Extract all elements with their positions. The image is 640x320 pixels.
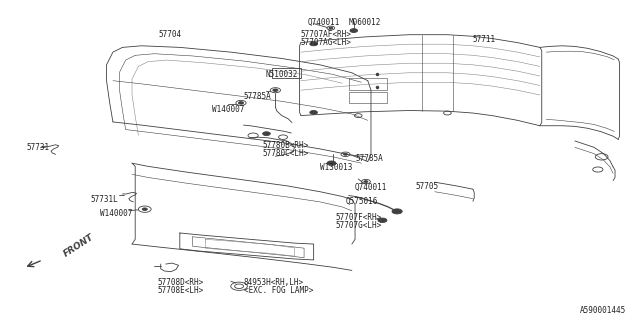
Text: 57707F<RH>: 57707F<RH> xyxy=(336,212,382,222)
Text: 57705: 57705 xyxy=(415,182,438,191)
Text: 57731: 57731 xyxy=(27,143,50,152)
Circle shape xyxy=(262,132,270,136)
Text: 57707G<LH>: 57707G<LH> xyxy=(336,220,382,229)
Text: N510032: N510032 xyxy=(266,70,298,79)
Text: 57785A: 57785A xyxy=(355,154,383,163)
Text: M060012: M060012 xyxy=(349,18,381,27)
Text: 84953H<RH,LH>: 84953H<RH,LH> xyxy=(244,278,303,287)
Circle shape xyxy=(392,209,402,214)
Text: 57707AG<LH>: 57707AG<LH> xyxy=(301,38,352,47)
Text: 57708D<RH>: 57708D<RH> xyxy=(157,278,204,287)
Text: Q740011: Q740011 xyxy=(355,182,387,191)
Circle shape xyxy=(364,180,368,182)
Circle shape xyxy=(344,153,348,155)
Text: 57708E<LH>: 57708E<LH> xyxy=(157,285,204,295)
Circle shape xyxy=(378,218,387,222)
Circle shape xyxy=(310,42,317,46)
Text: A590001445: A590001445 xyxy=(580,306,626,315)
Circle shape xyxy=(329,27,333,29)
Text: W140007: W140007 xyxy=(100,209,132,219)
Text: FRONT: FRONT xyxy=(62,233,95,259)
Text: 57785A: 57785A xyxy=(244,92,271,101)
Text: Q740011: Q740011 xyxy=(307,18,340,27)
Text: W130013: W130013 xyxy=(320,164,353,172)
Text: Q575016: Q575016 xyxy=(346,197,378,206)
Text: 57731L: 57731L xyxy=(91,195,118,204)
Text: 57780B<RH>: 57780B<RH> xyxy=(262,141,309,150)
Text: <EXC. FOG LAMP>: <EXC. FOG LAMP> xyxy=(244,285,313,295)
Circle shape xyxy=(350,29,358,32)
Circle shape xyxy=(142,208,147,211)
Text: 57711: 57711 xyxy=(473,35,496,44)
Text: 57780C<LH>: 57780C<LH> xyxy=(262,149,309,158)
Text: W140007: W140007 xyxy=(212,105,244,114)
Circle shape xyxy=(273,89,278,92)
Circle shape xyxy=(310,110,317,114)
Text: 57707AF<RH>: 57707AF<RH> xyxy=(301,30,352,39)
FancyBboxPatch shape xyxy=(272,68,301,77)
Text: 57704: 57704 xyxy=(159,30,182,39)
Circle shape xyxy=(327,161,336,165)
Circle shape xyxy=(239,102,244,104)
